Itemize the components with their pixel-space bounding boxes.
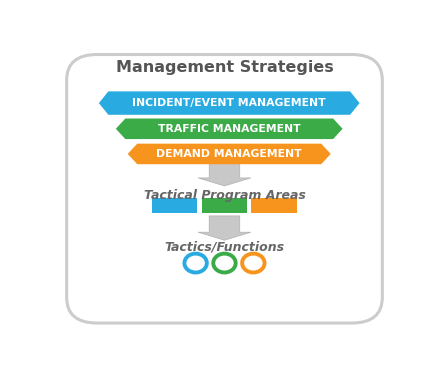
Text: Tactics/Functions: Tactics/Functions bbox=[164, 241, 285, 254]
Text: INCIDENT/EVENT MANAGEMENT: INCIDENT/EVENT MANAGEMENT bbox=[132, 98, 326, 108]
Circle shape bbox=[184, 254, 207, 272]
Text: Tactical Program Areas: Tactical Program Areas bbox=[144, 190, 305, 203]
Circle shape bbox=[213, 254, 236, 272]
Polygon shape bbox=[198, 162, 251, 186]
Text: Management Strategies: Management Strategies bbox=[116, 60, 333, 75]
Bar bbox=[201, 198, 247, 213]
Circle shape bbox=[242, 254, 265, 272]
Polygon shape bbox=[99, 91, 360, 115]
FancyBboxPatch shape bbox=[67, 55, 382, 323]
Polygon shape bbox=[116, 118, 343, 139]
Bar bbox=[251, 198, 297, 213]
Polygon shape bbox=[198, 216, 251, 240]
Text: TRAFFIC MANAGEMENT: TRAFFIC MANAGEMENT bbox=[158, 124, 300, 134]
Polygon shape bbox=[128, 144, 331, 164]
Text: DEMAND MANAGEMENT: DEMAND MANAGEMENT bbox=[156, 149, 302, 159]
Bar bbox=[152, 198, 198, 213]
